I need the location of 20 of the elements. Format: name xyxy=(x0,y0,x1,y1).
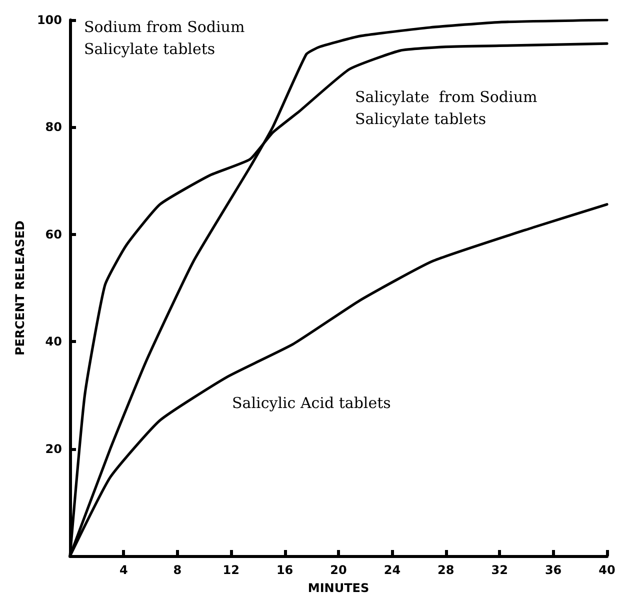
y-tick-label: 40 xyxy=(45,334,62,349)
x-tick-label: 12 xyxy=(222,563,240,577)
y-tick-label: 20 xyxy=(45,442,62,456)
annotation: Salicylate from Sodium Salicylate tablets xyxy=(355,88,538,128)
annotation: Salicylic Acid tablets xyxy=(232,394,391,412)
x-tick-label: 4 xyxy=(120,563,128,577)
y-tick-label: 100 xyxy=(36,13,62,27)
x-tick-label: 24 xyxy=(384,563,401,577)
x-tick-label: 28 xyxy=(438,563,454,577)
x-tick-label: 40 xyxy=(598,563,616,577)
y-tick-label: 60 xyxy=(45,227,62,242)
x-tick-label: 36 xyxy=(544,563,562,577)
x-axis-title: MINUTES xyxy=(308,581,370,595)
x-tick-label: 16 xyxy=(276,563,294,577)
x-tick-label: 20 xyxy=(330,563,347,577)
annotation: Sodium from Sodium Salicylate tablets xyxy=(84,18,245,58)
y-tick-label: 80 xyxy=(45,120,62,134)
x-tick-label: 32 xyxy=(491,563,508,577)
y-axis-title: PERCENT RELEASED xyxy=(13,220,28,356)
x-tick-label: 8 xyxy=(173,563,182,577)
